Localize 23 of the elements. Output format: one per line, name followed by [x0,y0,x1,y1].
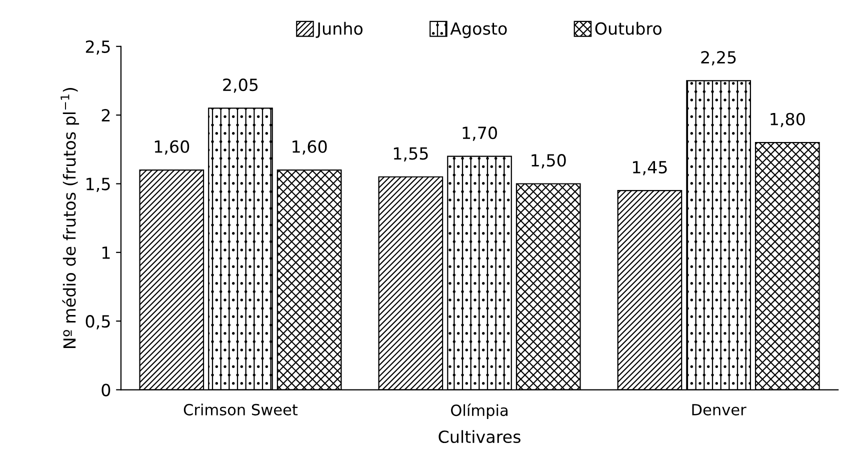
x-tick-label: Crimson Sweet [184,404,298,416]
legend-label: Agosto [450,22,507,38]
x-tick-label: Denver [692,404,746,416]
data-label: 1,45 [632,161,667,176]
y-tick-label: 0,5 [86,315,110,330]
data-label: 2,25 [701,51,736,66]
data-label: 1,60 [292,140,327,155]
y-tick-label: 2,5 [86,40,110,55]
x-axis-title: Cultivares [438,430,520,444]
y-tick-label: 0 [102,384,110,396]
data-label: 1,50 [532,154,566,168]
y-axis-title: Nº médio de frutos (frutos pl$^{−1}$) [60,88,80,348]
data-label: 1,60 [154,140,190,155]
legend-label: Outubro [595,22,662,35]
x-tick-label: Olímpia [451,404,508,420]
data-label: 1,80 [770,112,805,128]
y-tick-label: 1,5 [86,178,110,192]
data-label: 1,55 [394,147,428,162]
y-tick-label: 1 [102,246,110,259]
data-label: 2,05 [223,78,258,93]
data-label: 1,70 [462,126,497,141]
legend-label: Junho [316,22,363,38]
y-tick-label: 2 [102,109,110,122]
